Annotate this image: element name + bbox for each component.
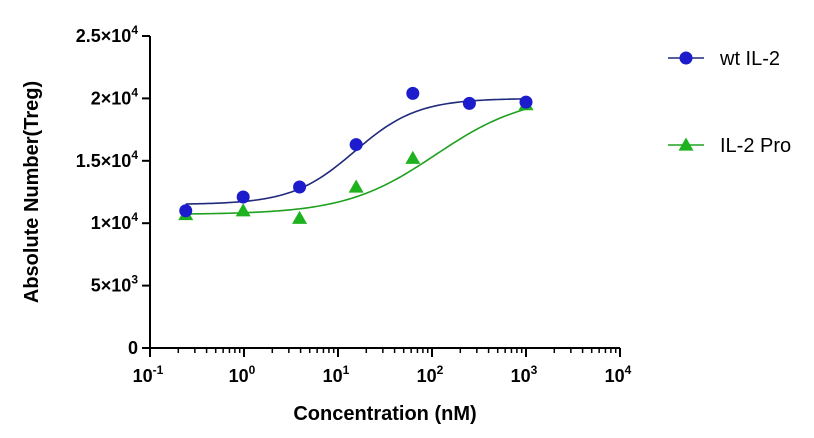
data-point [349, 138, 363, 152]
data-point [293, 180, 307, 194]
y-tick-label: 2×104 [91, 85, 139, 108]
y-tick-label: 1.5×104 [76, 148, 139, 171]
y-tick-label: 5×103 [91, 273, 139, 296]
legend-label: IL-2 Pro [720, 135, 791, 157]
legend-marker [679, 51, 693, 65]
legend: wt IL-2 IL-2 Pro [668, 48, 791, 157]
data-point [236, 190, 250, 204]
data-point [179, 204, 193, 218]
data-point [405, 150, 421, 164]
x-tick-label: 102 [417, 363, 444, 386]
x-tick-label: 10-1 [133, 363, 164, 386]
data-point [462, 96, 476, 110]
y-tick-label: 1×104 [91, 210, 139, 233]
x-axis-title: Concentration (nM) [293, 403, 476, 425]
data-point [348, 179, 364, 193]
legend-label: wt IL-2 [719, 48, 780, 70]
data-point [292, 210, 308, 224]
y-tick-label: 0 [128, 338, 138, 358]
data-point [235, 203, 251, 217]
legend-marker [678, 137, 694, 151]
x-tick-label: 101 [323, 363, 350, 386]
data-point [406, 86, 420, 100]
y-axis-title: Absolute Number(Treg) [21, 81, 43, 303]
y-tick-label: 2.5×104 [76, 23, 139, 46]
x-tick-label: 103 [511, 363, 538, 386]
data-point [519, 95, 533, 109]
x-tick-label: 100 [229, 363, 256, 386]
axes: 0 5×103 1×104 1.5×104 2×104 2.5×104 10-1 100 101… [76, 23, 632, 386]
x-tick-label: 104 [605, 363, 632, 386]
fit-curve [185, 108, 527, 215]
data-points [178, 86, 534, 224]
